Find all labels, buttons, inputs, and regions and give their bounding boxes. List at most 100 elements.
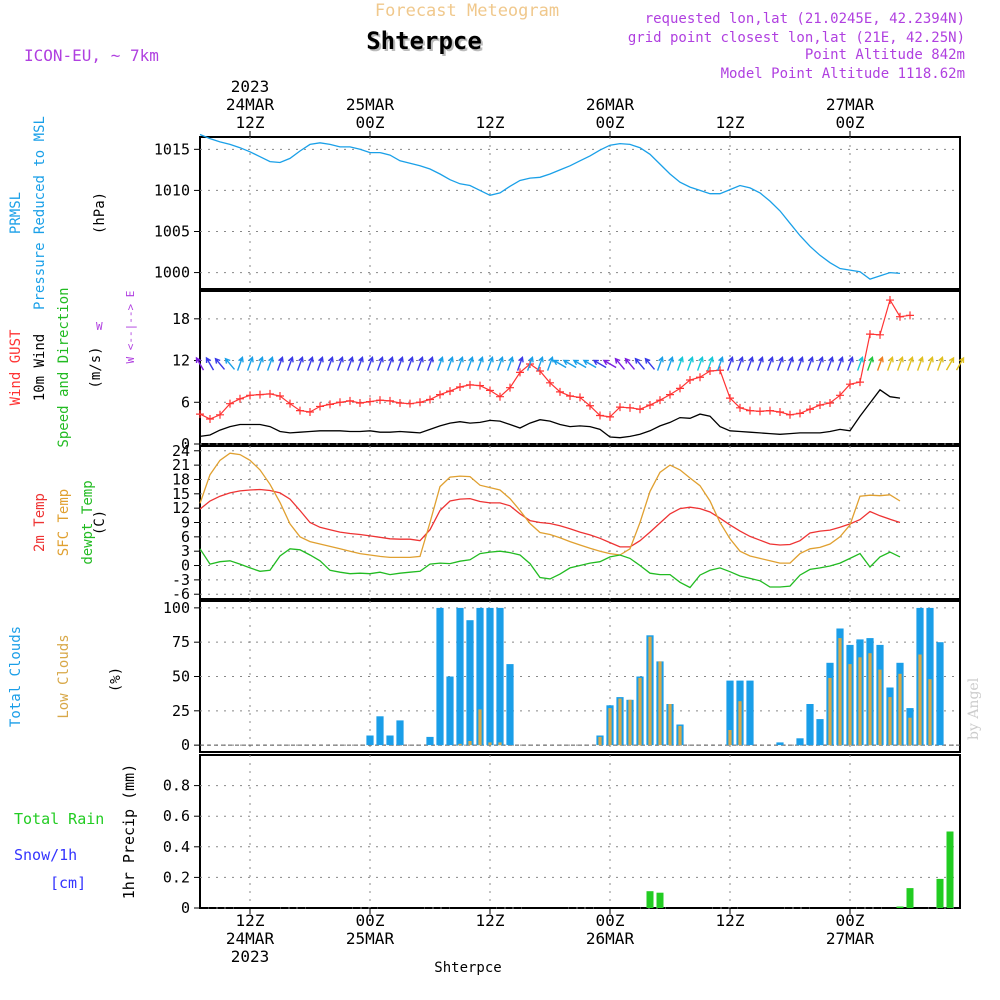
credit-watermark: by Angel — [966, 677, 982, 740]
unit-label: (C) — [92, 510, 108, 535]
gust-point — [636, 405, 644, 414]
gust-point — [466, 380, 474, 389]
gust-point — [486, 386, 494, 395]
gust-point — [456, 382, 464, 391]
wind-arrow — [572, 359, 587, 369]
low-cloud-bar — [928, 679, 932, 746]
gust-point — [756, 407, 764, 416]
unit-label: (%) — [108, 667, 124, 692]
wind-arrow — [816, 356, 824, 371]
y-tick-label: 0.8 — [163, 777, 190, 795]
wind-arrow — [276, 356, 284, 371]
low-cloud-bar — [918, 654, 922, 746]
total-cloud-bar — [936, 642, 944, 746]
unit-label: 1hr Precip (mm) — [120, 764, 138, 899]
total-cloud-bar — [726, 680, 734, 746]
grid-point-coords: grid point closest lon,lat (21E, 42.25N) — [628, 30, 965, 46]
top-time-label: 24MAR — [226, 95, 275, 114]
gust-point — [766, 406, 774, 415]
gust-point — [816, 401, 824, 410]
gust-point — [266, 389, 274, 398]
gust-point — [246, 391, 254, 400]
y-tick-label: 50 — [172, 668, 190, 686]
wind-arrow — [224, 357, 236, 370]
wind-arrow — [856, 356, 864, 371]
gust-point — [746, 406, 754, 415]
low-cloud-bar — [888, 697, 892, 746]
bottom-time-label: 12Z — [476, 911, 505, 930]
wind-arrow — [736, 356, 744, 371]
gust-point — [226, 399, 234, 408]
wind-arrow — [926, 356, 934, 371]
top-time-label: 12Z — [476, 113, 505, 132]
gust-point — [286, 399, 294, 408]
wind-arrow — [546, 356, 554, 371]
y-tick-label: 0 — [181, 435, 190, 453]
y-tick-label: 25 — [172, 702, 190, 720]
top-time-label: 00Z — [596, 113, 625, 132]
gust-point — [706, 366, 714, 375]
y-tick-label: 24 — [172, 442, 190, 460]
wind-arrow — [456, 356, 464, 371]
wind-arrow — [356, 356, 364, 371]
y-tick-label: 3 — [181, 542, 190, 560]
gust-point — [736, 403, 744, 412]
wind-arrow — [945, 356, 955, 371]
rain-bar — [656, 892, 664, 908]
wind-arrow — [644, 357, 656, 370]
wind-line — [199, 388, 901, 439]
wind-arrow — [396, 356, 404, 371]
gust-point — [646, 401, 654, 410]
wind-arrow — [624, 357, 636, 370]
wind-arrow — [696, 356, 704, 371]
y-tick-label: 6 — [181, 393, 190, 411]
low-cloud-bar — [828, 677, 832, 746]
y-tick-label: -3 — [172, 571, 190, 589]
wind-arrow — [526, 356, 534, 371]
wind-arrow — [826, 356, 834, 371]
wind-arrow — [786, 356, 794, 371]
gust-point — [866, 330, 874, 339]
gust-point — [836, 391, 844, 400]
gust-point — [356, 398, 364, 407]
wind-arrow — [346, 356, 354, 371]
gust-point — [596, 411, 604, 420]
bottom-time-label: 25MAR — [346, 929, 395, 948]
low-cloud-bar — [628, 699, 632, 746]
total-cloud-bar — [486, 607, 494, 746]
low-cloud-bar — [838, 638, 842, 746]
y-tick-label: 0 — [181, 557, 190, 575]
wind-arrow — [896, 356, 904, 371]
chart-title: Forecast Meteogram — [375, 1, 559, 21]
gust-point — [666, 390, 674, 399]
y-tick-label: 0 — [181, 899, 190, 917]
gust-point — [856, 378, 864, 387]
wind-arrow — [536, 356, 544, 371]
model-label: ICON-EU, ~ 7km — [24, 46, 159, 65]
wind-arrow — [376, 356, 384, 371]
y-tick-label: 9 — [181, 514, 190, 532]
total-cloud-bar — [396, 720, 404, 746]
low-cloud-bar — [618, 698, 622, 746]
wind-arrow — [876, 356, 884, 371]
gust-point — [676, 384, 684, 393]
wind-arrow — [806, 356, 814, 371]
total-cloud-bar — [446, 676, 454, 746]
wind-arrow — [466, 356, 474, 371]
low-cloud-bar — [658, 661, 662, 746]
y-tick-label: 1000 — [154, 264, 190, 282]
low-cloud-bar — [868, 653, 872, 746]
gust-point — [536, 366, 544, 375]
top-time-label: 2023 — [231, 77, 270, 96]
low-cloud-bar — [488, 742, 492, 746]
y-tick-label: -6 — [172, 585, 190, 603]
wind-arrow — [906, 356, 914, 371]
wind-arrow — [602, 359, 617, 369]
wind-arrow — [916, 356, 924, 371]
total-cloud-bar — [776, 742, 784, 746]
wind-arrow — [686, 356, 694, 371]
wind-arrow — [614, 357, 626, 370]
wind-arrow — [506, 356, 514, 371]
